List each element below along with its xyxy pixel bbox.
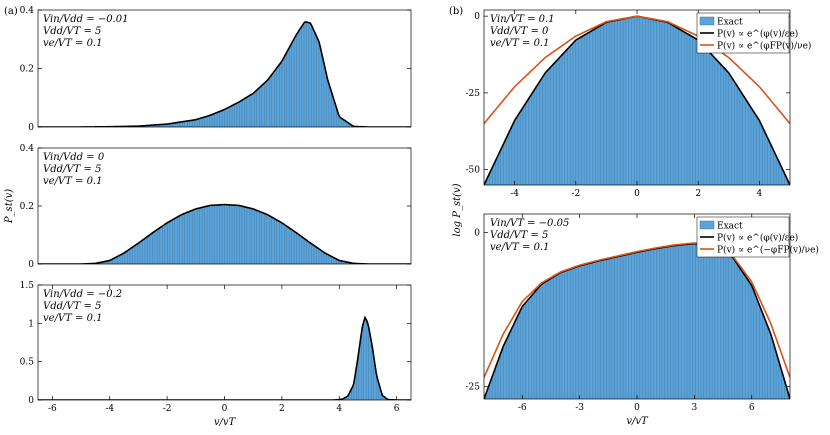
legend-label: P(v) ∝ e^(φFP(v)/νe) [717,41,811,52]
histogram-fill [38,317,411,400]
ytick-label: 1.5 [20,281,35,291]
legend-swatch-fill [699,220,715,230]
histogram-bins [134,22,352,127]
legend-swatch-fill [699,16,715,26]
plot-area-a2 [38,203,411,264]
x-axis-label: v/vT [626,416,649,427]
annotation-line: Vdd/VT = 5 [43,26,101,37]
annotation-line: Vdd/VT = 5 [43,164,101,175]
annotation-line: Vin/VT = −0.05 [490,218,569,229]
histogram-fill [38,21,411,127]
annotation-line: Vdd/VT = 5 [490,230,548,241]
ytick-label: 0 [28,123,34,133]
ytick-label: 0.4 [20,144,35,154]
ytick-label: -25 [466,89,481,99]
annotation-line: Vdd/VT = 0 [490,26,549,37]
xtick-label: 0 [634,189,640,199]
legend-label: Exact [717,222,743,232]
ytick-label: 0.5 [20,358,35,368]
xtick-label: 6 [394,404,400,414]
ytick-label: -25 [466,383,481,393]
xtick-label: 3 [692,403,698,413]
approx-curve [484,15,790,125]
legend-label: Exact [717,18,743,28]
xtick-label: -4 [105,404,114,414]
annotation-line: Vin/Vdd = 0 [43,152,105,163]
ytick-label: 0.4 [20,6,35,16]
histogram-bins [486,243,788,399]
exact-curve [38,315,411,400]
plot-area-b1 [484,15,790,185]
ytick-label: 0.2 [20,202,34,212]
exact-curve [38,203,411,264]
xtick-label: -2 [571,189,580,199]
annotation-line: ve/VT = 0.1 [43,38,102,49]
xtick-label: -2 [163,404,172,414]
legend-label: P(v) ∝ e^(φ(v)/εe) [717,29,798,40]
panel-label-b: (b) [449,6,463,17]
annotation-line: ve/VT = 0.1 [490,242,549,253]
histogram-bins [97,204,352,264]
xtick-label: 2 [279,404,285,414]
y-axis-label: log P_st(v) [452,183,463,236]
ytick-label: 1 [28,319,34,329]
ytick-label: -50 [466,166,481,176]
xtick-label: 6 [749,403,755,413]
xtick-label: 4 [336,404,342,414]
ytick-label: 0 [28,396,34,406]
y-axis-label: P_st(v) [4,189,15,224]
histogram-bins [486,16,788,185]
ytick-label: 0 [474,229,480,239]
plot-area-b2 [484,242,790,399]
x-axis-label: v/vT [214,417,237,428]
annotation-line: Vin/Vdd = −0.2 [43,289,122,300]
xtick-label: -3 [575,403,584,413]
annotation-line: Vdd/VT = 5 [43,301,101,312]
legend-label: P(v) ∝ e^(φ(v)/εe) [717,233,798,244]
ytick-label: 0 [28,260,34,270]
legend-label: P(v) ∝ e^(−φFP(v)/νe) [717,245,819,256]
annotation-line: ve/VT = 0.1 [43,313,102,324]
annotation-line: Vin/VT = 0.1 [490,14,555,25]
xtick-label: -4 [510,189,519,199]
xtick-label: -6 [518,403,527,413]
annotation-line: ve/VT = 0.1 [43,176,102,187]
ytick-label: 0.2 [20,65,34,75]
xtick-label: 0 [634,403,640,413]
plot-area-a3 [38,315,411,400]
ytick-label: 0 [474,12,480,22]
xtick-label: -6 [48,404,57,414]
approx-curve [484,242,790,378]
annotation-line: ve/VT = 0.1 [490,38,549,49]
panel-label-a: (a) [4,6,18,17]
xtick-label: 2 [695,189,701,199]
annotation-line: Vin/Vdd = −0.01 [43,14,128,25]
xtick-label: 0 [222,404,228,414]
xtick-label: 4 [757,189,763,199]
